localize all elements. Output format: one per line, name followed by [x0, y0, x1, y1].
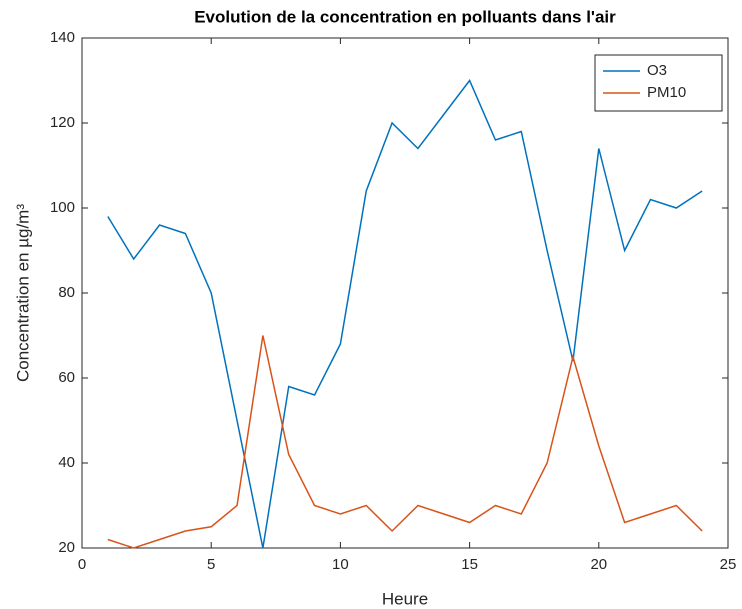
- y-tick-label: 140: [50, 29, 75, 46]
- legend-label: O3: [647, 62, 667, 79]
- plot-area: [81, 37, 729, 549]
- x-tick-label: 0: [78, 556, 86, 573]
- y-tick-label: 40: [58, 454, 75, 471]
- y-tick-label: 120: [50, 114, 75, 131]
- data-line: [107, 79, 703, 549]
- y-tick-label: 20: [58, 539, 75, 556]
- legend-box: [594, 54, 723, 112]
- legend-label: PM10: [647, 84, 686, 101]
- x-tick-label: 15: [461, 556, 478, 573]
- x-axis-label: Heure: [382, 589, 428, 608]
- y-tick-label: 80: [58, 284, 75, 301]
- y-tick-label: 60: [58, 369, 75, 386]
- x-tick-label: 20: [590, 556, 607, 573]
- y-tick-label: 100: [50, 199, 75, 216]
- x-tick-label: 5: [207, 556, 215, 573]
- y-axis-label: Concentration en µg/m³: [13, 204, 32, 382]
- x-tick-label: 25: [720, 556, 737, 573]
- x-tick-label: 10: [332, 556, 349, 573]
- data-line: [107, 335, 703, 549]
- chart-title: Evolution de la concentration en polluan…: [194, 7, 616, 26]
